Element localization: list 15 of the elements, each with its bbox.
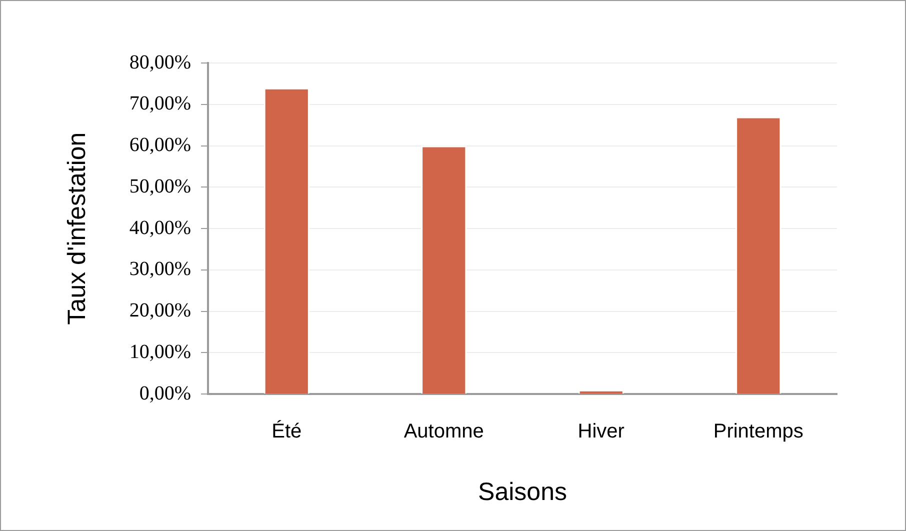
y-tick-label: 40,00% (129, 216, 191, 239)
x-axis-title: Saisons (478, 478, 567, 506)
y-tick-label: 10,00% (129, 340, 191, 363)
y-tick-label: 20,00% (129, 300, 191, 322)
y-tick-label: 0,00% (139, 382, 191, 404)
y-tick-label: 60,00% (129, 134, 191, 156)
y-tick-label: 80,00% (129, 51, 191, 74)
x-tick-label: Été (272, 420, 302, 443)
y-tick-label: 30,00% (129, 258, 191, 280)
x-tick-label: Hiver (578, 420, 625, 443)
x-tick-label: Automne (404, 420, 484, 443)
y-tick-label: 50,00% (129, 175, 191, 198)
x-tick-label: Printemps (713, 420, 804, 443)
y-axis-title: Taux d'infestation (62, 132, 91, 325)
y-tick-label: 70,00% (129, 92, 191, 115)
